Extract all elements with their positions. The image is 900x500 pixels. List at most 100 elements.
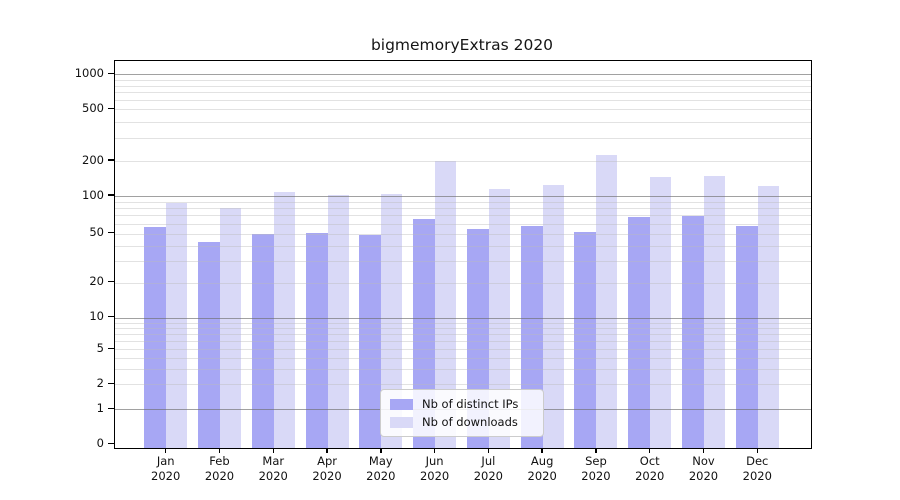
x-tick-feb (218, 448, 221, 453)
x-tick-label-nov: Nov 2020 (677, 454, 731, 483)
gridline-minor-300 (115, 138, 811, 140)
x-tick-month-mar: Mar (262, 454, 285, 468)
gridline-minor-40 (115, 245, 811, 247)
gridline-minor-30 (115, 261, 811, 263)
x-tick-month-jun: Jun (425, 454, 444, 468)
gridline-minor-90 (115, 201, 811, 203)
y-tick-5 (108, 347, 114, 349)
y-tick-50 (108, 232, 114, 234)
gridline-minor-8 (115, 327, 811, 329)
x-tick-dec (756, 448, 758, 453)
x-tick-oct (649, 448, 651, 453)
x-tick-year-may: 2020 (366, 468, 396, 483)
x-tick-jun (433, 448, 436, 453)
y-tick-500 (108, 107, 114, 109)
gridline-minor-60 (115, 223, 811, 225)
x-tick-label-feb: Feb 2020 (192, 454, 246, 483)
bar-downloads-apr (327, 195, 349, 448)
legend-swatch-downloads (390, 416, 413, 428)
x-tick-month-nov: Nov (692, 454, 715, 468)
x-tick-month-jul: Jul (481, 454, 496, 468)
gridline-minor-70 (115, 215, 811, 217)
gridline-minor-800 (115, 85, 811, 87)
gridline-minor-600 (115, 100, 811, 102)
y-tick-label-10: 10 (89, 309, 104, 324)
x-tick-year-apr: 2020 (312, 468, 342, 483)
bar-distinct-ips-mar (251, 233, 274, 448)
bar-distinct-ips-oct (628, 216, 651, 448)
x-tick-year-sep: 2020 (581, 468, 611, 483)
gridline-major-100 (115, 196, 811, 197)
x-tick-label-jan: Jan 2020 (139, 454, 193, 483)
y-tick-label-500: 500 (82, 100, 104, 115)
x-tick-nov (702, 448, 705, 453)
legend-item-distinct-ips: Nb of distinct IPs (390, 395, 534, 413)
x-tick-label-apr: Apr 2020 (300, 454, 354, 483)
y-tick-0 (108, 442, 114, 444)
y-tick-1000 (108, 72, 114, 74)
x-tick-year-nov: 2020 (688, 468, 719, 483)
x-tick-year-jun: 2020 (419, 468, 450, 483)
gridline-minor-4 (115, 357, 811, 359)
bar-downloads-oct (650, 177, 672, 448)
x-tick-apr (326, 448, 328, 453)
x-tick-label-aug: Aug 2020 (515, 454, 569, 483)
x-tick-mar (272, 448, 274, 453)
x-tick-month-sep: Sep (585, 454, 607, 468)
bar-downloads-nov (704, 175, 725, 448)
y-tick-label-1000: 1000 (74, 65, 104, 80)
y-tick-1 (108, 407, 114, 409)
bar-downloads-sep (596, 155, 618, 448)
bar-distinct-ips-apr (305, 232, 328, 448)
gridline-minor-500 (115, 109, 811, 111)
y-tick-label-100: 100 (82, 187, 104, 202)
bar-downloads-dec (757, 185, 779, 448)
gridline-minor-900 (115, 79, 811, 81)
x-tick-label-jul: Jul 2020 (461, 454, 515, 483)
y-tick-20 (108, 281, 114, 283)
x-tick-label-oct: Oct 2020 (623, 454, 677, 483)
x-tick-label-mar: Mar 2020 (246, 454, 300, 483)
gridline-minor-9 (115, 322, 811, 324)
x-tick-label-sep: Sep 2020 (569, 454, 623, 483)
y-tick-label-0: 0 (96, 435, 104, 450)
y-tick-100 (108, 194, 114, 196)
x-tick-month-oct: Oct (639, 454, 660, 468)
gridline-major-10 (115, 317, 811, 319)
legend-swatch-distinct-ips (390, 398, 413, 410)
gridline-minor-50 (115, 233, 811, 235)
bar-downloads-jan (166, 202, 188, 448)
bar-distinct-ips-may (359, 234, 382, 448)
bar-downloads-feb (219, 208, 241, 448)
bar-downloads-jun (435, 160, 457, 448)
gridline-minor-7 (115, 333, 811, 335)
bar-distinct-ips-feb (197, 241, 220, 448)
y-tick-2 (108, 382, 114, 384)
plot-area (114, 60, 812, 449)
x-tick-month-aug: Aug (530, 454, 554, 468)
y-tick-label-20: 20 (89, 274, 104, 289)
legend-item-downloads: Nb of downloads (390, 413, 534, 431)
gridline-minor-3 (115, 368, 811, 370)
x-tick-year-dec: 2020 (742, 468, 772, 483)
chart-title: bigmemoryExtras 2020 (370, 36, 554, 54)
y-tick-label-5: 5 (96, 340, 104, 355)
legend: Nb of distinct IPs Nb of downloads (380, 389, 544, 437)
y-tick-200 (108, 159, 114, 161)
x-tick-month-dec: Dec (746, 454, 769, 468)
bar-distinct-ips-dec (735, 225, 758, 448)
x-tick-month-jan: Jan (156, 454, 175, 468)
x-tick-month-apr: Apr (317, 454, 337, 468)
legend-label-downloads: Nb of downloads (422, 415, 518, 429)
x-tick-may (380, 448, 382, 453)
x-tick-sep (595, 448, 597, 453)
bar-downloads-may (381, 194, 403, 448)
gridline-minor-700 (115, 92, 811, 94)
bar-distinct-ips-sep (574, 231, 597, 448)
x-tick-year-oct: 2020 (635, 468, 665, 483)
gridline-minor-80 (115, 208, 811, 210)
y-tick-label-2: 2 (96, 375, 104, 390)
y-tick-label-50: 50 (89, 225, 104, 240)
x-tick-year-feb: 2020 (204, 468, 235, 483)
